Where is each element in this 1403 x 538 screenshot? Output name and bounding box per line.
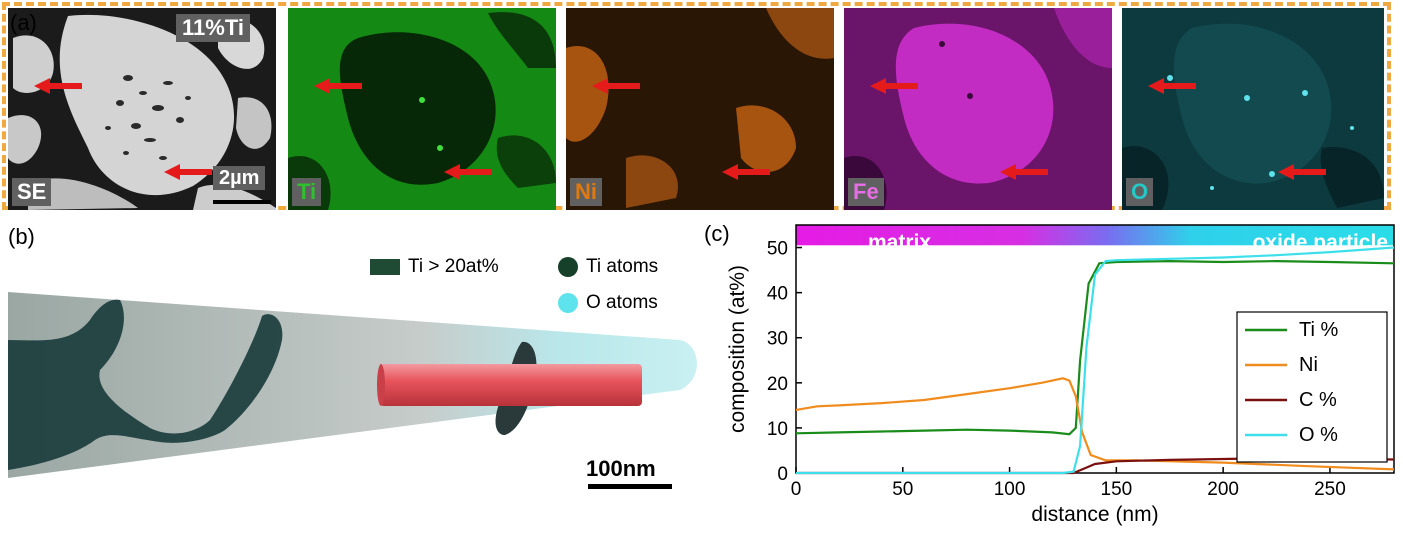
y-tick-label: 40: [767, 284, 788, 305]
o-map: [1122, 8, 1384, 210]
y-tick-label: 30: [767, 329, 788, 350]
legend-label-1: Ni: [1299, 354, 1318, 376]
plot-frame: [795, 224, 1395, 474]
legend-label-2: C %: [1299, 389, 1337, 411]
scale-bar-a: [213, 200, 271, 204]
legend-label-3: O %: [1299, 424, 1338, 446]
tile-label-ti: Ti: [292, 178, 322, 206]
tile-label-fe: Fe: [848, 178, 884, 206]
y-tick-label: 20: [767, 374, 788, 395]
cylinder-cap: [377, 364, 385, 406]
tile-label-se: SE: [12, 178, 52, 206]
ni-map: [566, 8, 834, 210]
ti-map: [288, 8, 556, 210]
composition-chart: matrix oxide particle 0 50 100 150 200 250 0 10 20…: [726, 224, 1395, 526]
panel-b-atom-probe: (b) Ti > 20at% Ti atoms O atoms: [0, 220, 720, 533]
legend-ti-atoms-label: Ti atoms: [586, 256, 659, 277]
phase-band: [796, 225, 1394, 246]
tile-label-ni: Ni: [570, 178, 602, 206]
band-label-matrix: matrix: [868, 231, 931, 254]
fe-map-tile: Fe: [844, 8, 1112, 210]
o-map-tile: O: [1122, 8, 1384, 210]
y-tick-label: 0: [777, 464, 788, 485]
x-tick-label: 200: [1207, 479, 1239, 500]
scale-bar-b: [588, 484, 672, 489]
reconstruction-volume: [8, 292, 697, 478]
legend-label-0: Ti %: [1299, 319, 1338, 341]
x-tick-label: 100: [994, 479, 1026, 500]
y-axis-label: composition (at%): [726, 265, 749, 433]
legend-o-atoms: O atoms: [558, 292, 658, 314]
composition-tag: 11%Ti: [176, 14, 250, 42]
x-tick-label: 50: [892, 479, 913, 500]
legend-o-atoms-label: O atoms: [586, 292, 658, 313]
y-tick-label: 10: [767, 419, 788, 440]
panel-c-composition-profile: (c) matrix oxide particle 0 50 100 150 200 250 0…: [700, 215, 1403, 533]
legend-ti-atoms: Ti atoms: [558, 256, 658, 278]
x-axis-label: distance (nm): [1031, 503, 1158, 526]
series-line-0: [795, 259, 1395, 436]
series-line-3: [796, 246, 1395, 475]
panel-letter-c: (c): [704, 221, 730, 246]
ti-map-tile: Ti: [288, 8, 556, 210]
legend-ti-iso-label: Ti > 20at%: [408, 256, 499, 277]
y-tick-label: 50: [767, 239, 788, 260]
apt-tip: [8, 292, 697, 478]
tile-label-o: O: [1126, 178, 1154, 206]
ti-iso-swatch: [370, 259, 400, 275]
ti-isosurface: [8, 299, 283, 470]
x-tick-label: 250: [1314, 479, 1346, 500]
arrow-pair: [34, 78, 212, 180]
panel-letter-a: (a): [10, 10, 37, 35]
x-tick-label: 150: [1101, 479, 1133, 500]
ti-atoms-swatch: [558, 257, 578, 277]
legend-box: [1236, 311, 1388, 463]
panel-a-elemental-maps: 11%Ti SE 2µm (a) Ti: [0, 0, 1403, 220]
se-micrograph: [8, 8, 276, 210]
analysis-cylinder: [380, 364, 642, 406]
scale-bar-b-label: 100nm: [586, 456, 656, 481]
o-atoms-swatch: [558, 293, 578, 313]
fe-map: [844, 8, 1112, 210]
legend-ti-iso: Ti > 20at%: [370, 256, 499, 278]
se-image-tile: 11%Ti SE 2µm: [8, 8, 276, 210]
band-label-oxide: oxide particle: [1253, 231, 1388, 254]
panel-letter-b: (b): [8, 224, 35, 249]
scale-bar-a-label: 2µm: [213, 166, 266, 190]
ni-map-tile: Ni: [566, 8, 834, 210]
x-tick-label: 0: [791, 479, 802, 500]
